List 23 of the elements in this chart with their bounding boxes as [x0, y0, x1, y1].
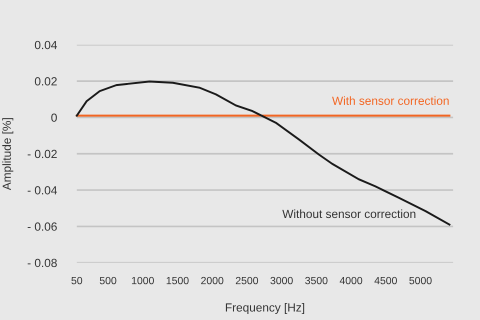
y-tick-label: 0 [51, 113, 57, 122]
x-tick-label: 500 [100, 276, 116, 284]
series-label: Without sensor correction [282, 209, 416, 218]
x-tick-label: 4000 [340, 276, 362, 284]
y-tick-label: 0.02 [34, 77, 57, 86]
x-tick-label: 50 [71, 276, 82, 284]
line-series [76, 80, 450, 226]
x-tick-label: 3000 [270, 276, 293, 284]
x-tick-label: 1500 [166, 276, 189, 284]
x-tick-label: 4500 [374, 276, 397, 284]
y-tick-label: 0.04 [34, 40, 58, 50]
x-tick-label: 5000 [409, 276, 432, 284]
x-tick-label: 2500 [236, 276, 258, 284]
y-axis-title: Amplitude [%] [2, 118, 14, 190]
y-tick-label: - 0.04 [28, 186, 58, 194]
x-tick-label: 1000 [132, 276, 154, 284]
y-tick-label: - 0.06 [28, 222, 57, 231]
x-axis-title: Frequency [Hz] [226, 302, 304, 314]
series-label: With sensor correction [332, 96, 449, 105]
x-tick-label: 3500 [305, 276, 328, 284]
y-tick-label: - 0.02 [28, 150, 57, 158]
x-tick-label: 2000 [201, 276, 224, 284]
y-tick-label: - 0.08 [28, 258, 57, 268]
